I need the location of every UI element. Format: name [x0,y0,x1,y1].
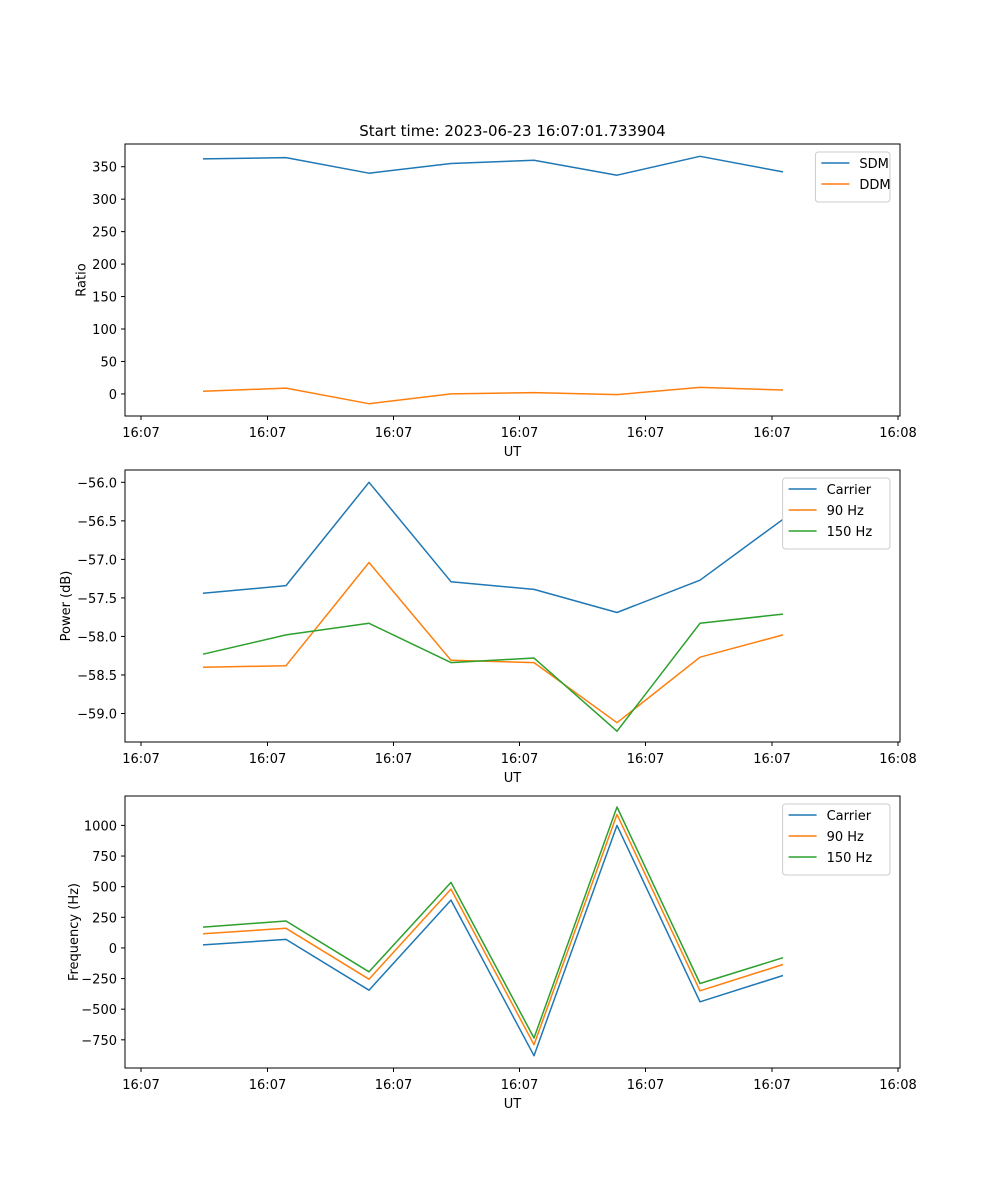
legend-label: 150 Hz [827,525,873,540]
panel-3: 16:07 16:07 16:07 16:07 16:07 16:07 16:08 UT −75… [67,795,917,1112]
axes-frame [124,469,901,743]
x-tick-label: 16:07 [627,1078,664,1093]
axes-frame [124,795,901,1069]
x-axis-label: UT [504,771,522,786]
legend: Carrier 90 Hz 150 Hz [782,477,891,550]
y-tick-label: −58.0 [77,630,117,645]
x-tick-label: 16:07 [249,426,286,441]
x-tick-label: 16:08 [879,752,916,767]
panel-1: 16:07 16:07 16:07 16:07 16:07 16:07 16:08 UT 0 50… [75,143,917,460]
x-tick-label: 16:07 [375,426,412,441]
y-tick-label: 350 [92,161,117,176]
y-tick-label: −59.0 [77,707,117,722]
legend-label: 90 Hz [827,504,864,519]
panel-2: 16:07 16:07 16:07 16:07 16:07 16:07 16:08 UT −59… [59,469,917,786]
x-tick-label: 16:07 [249,1078,286,1093]
y-tick-label: −57.0 [77,553,117,568]
x-axis-label: UT [504,1097,522,1112]
legend-label: 150 Hz [827,851,873,866]
x-tick-label: 16:07 [122,752,159,767]
y-axis-label: Ratio [75,263,90,296]
series-line-150-hz [202,806,784,1039]
y-tick-label: −750 [81,1034,117,1049]
series-line-90-hz [202,561,784,724]
x-tick-label: 16:07 [627,426,664,441]
x-tick-label: 16:08 [879,426,916,441]
y-axis-label: Frequency (Hz) [67,883,82,981]
legend-label: 90 Hz [827,830,864,845]
y-tick-label: 50 [100,355,117,370]
x-tick-label: 16:07 [375,1078,412,1093]
series-line-carrier [202,481,784,614]
series-line-ddm [202,386,784,405]
x-tick-label: 16:07 [753,752,790,767]
figure-title: Start time: 2023-06-23 16:07:01.733904 [359,122,665,140]
x-tick-label: 16:08 [879,1078,916,1093]
y-tick-label: 300 [92,193,117,208]
x-tick-label: 16:07 [753,426,790,441]
legend: Carrier 90 Hz 150 Hz [782,803,891,876]
y-tick-label: 0 [109,388,117,403]
y-tick-label: 200 [92,258,117,273]
y-tick-label: −56.0 [77,476,117,491]
axes-frame [124,143,901,417]
x-tick-label: 16:07 [122,426,159,441]
series-line-150-hz [202,613,784,732]
y-tick-label: −57.5 [77,592,117,607]
x-tick-label: 16:07 [501,426,538,441]
y-axis-label: Power (dB) [59,571,74,642]
series-line-sdm [202,155,784,176]
x-tick-label: 16:07 [753,1078,790,1093]
y-tick-label: 0 [109,942,117,957]
y-tick-label: 250 [92,911,117,926]
y-tick-label: 750 [92,850,117,865]
y-tick-label: −58.5 [77,669,117,684]
x-tick-label: 16:07 [627,752,664,767]
x-tick-label: 16:07 [501,1078,538,1093]
legend-label: SDM [859,157,888,172]
x-tick-label: 16:07 [249,752,286,767]
series-line-90-hz [202,813,784,1046]
legend-label: Carrier [827,809,872,824]
y-tick-label: −56.5 [77,515,117,530]
y-tick-label: 100 [92,323,117,338]
series-line-carrier [202,824,784,1057]
x-tick-label: 16:07 [375,752,412,767]
y-tick-label: 150 [92,291,117,306]
y-tick-label: 1000 [84,819,117,834]
x-axis-label: UT [504,445,522,460]
legend-label: Carrier [827,483,872,498]
y-tick-label: −250 [81,973,117,988]
legend: SDM DDM [814,151,891,203]
legend-label: DDM [859,178,890,193]
x-tick-label: 16:07 [122,1078,159,1093]
y-tick-label: 500 [92,881,117,896]
y-tick-label: −500 [81,1003,117,1018]
legend-box [814,151,891,203]
x-tick-label: 16:07 [501,752,538,767]
y-tick-label: 250 [92,226,117,241]
